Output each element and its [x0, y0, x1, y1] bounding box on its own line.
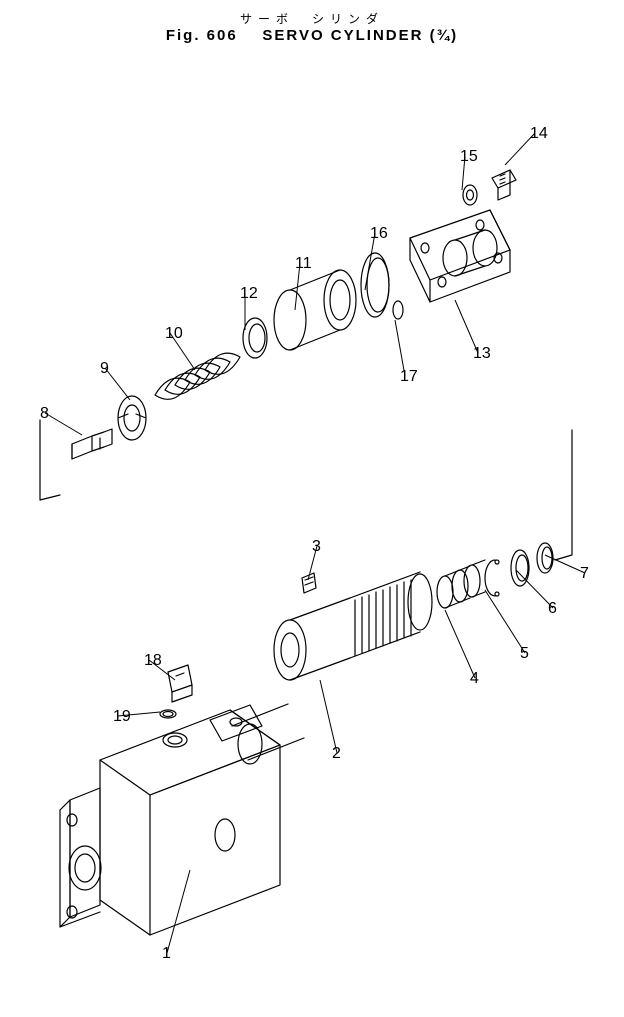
callout-10: 10 — [165, 325, 183, 343]
callout-12: 12 — [240, 285, 258, 303]
callout-18: 18 — [144, 652, 162, 670]
callout-4: 4 — [470, 670, 479, 688]
callout-17: 17 — [400, 368, 418, 386]
callout-2: 2 — [332, 745, 341, 763]
callout-14: 14 — [530, 125, 548, 143]
callout-5: 5 — [520, 645, 529, 663]
callout-1: 1 — [162, 945, 171, 963]
callout-19: 19 — [113, 708, 131, 726]
callout-8: 8 — [40, 405, 49, 423]
callout-6: 6 — [548, 600, 557, 618]
callout-16: 16 — [370, 225, 388, 243]
callout-13: 13 — [473, 345, 491, 363]
callout-15: 15 — [460, 148, 478, 166]
callout-9: 9 — [100, 360, 109, 378]
callout-7: 7 — [580, 565, 589, 583]
callout-11: 11 — [295, 255, 312, 273]
leader-lines-layer — [0, 0, 624, 1017]
callout-3: 3 — [312, 538, 321, 556]
